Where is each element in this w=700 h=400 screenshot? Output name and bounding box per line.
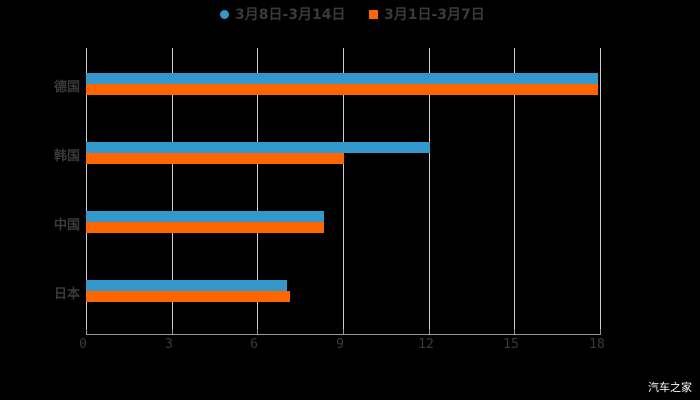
- legend-label: 3月8日-3月14日: [235, 7, 346, 23]
- circle-marker-icon: [220, 9, 229, 19]
- square-marker-icon: [369, 9, 378, 19]
- gridline: [600, 48, 601, 330]
- plot-area: [86, 48, 601, 330]
- watermark: 汽车之家: [648, 381, 692, 394]
- legend-item-series1[interactable]: 3月8日-3月14日: [220, 4, 346, 24]
- bar[interactable]: [86, 73, 598, 84]
- bar[interactable]: [86, 153, 344, 164]
- x-tick: [172, 329, 173, 335]
- x-tick: [343, 329, 344, 335]
- gridline: [86, 48, 87, 330]
- bar[interactable]: [86, 280, 287, 291]
- x-tick: [86, 329, 87, 335]
- legend-label: 3月1日-3月7日: [384, 7, 485, 23]
- y-category-label: 德国: [53, 80, 80, 95]
- x-tick-label: 18: [589, 337, 605, 352]
- legend-item-series2[interactable]: 3月1日-3月7日: [369, 4, 485, 24]
- x-tick: [514, 329, 515, 335]
- x-tick: [257, 329, 258, 335]
- x-tick-label: 9: [336, 337, 344, 352]
- x-tick: [429, 329, 430, 335]
- gridline: [257, 48, 258, 330]
- x-tick-label: 6: [250, 337, 258, 352]
- gridline: [429, 48, 430, 330]
- x-tick-label: 15: [503, 337, 519, 352]
- bar[interactable]: [86, 222, 324, 233]
- gridline: [172, 48, 173, 330]
- gridline: [514, 48, 515, 330]
- y-category-label: 中国: [53, 218, 80, 233]
- bar[interactable]: [86, 84, 598, 95]
- y-category-label: 日本: [53, 287, 80, 302]
- x-tick-label: 12: [418, 337, 434, 352]
- bar[interactable]: [86, 142, 430, 153]
- gridline: [343, 48, 344, 330]
- x-tick-label: 3: [165, 337, 173, 352]
- x-tick: [600, 329, 601, 335]
- bar[interactable]: [86, 211, 324, 222]
- chart-legend: 3月8日-3月14日 3月1日-3月7日: [0, 4, 700, 24]
- x-tick-label: 0: [79, 337, 87, 352]
- bar[interactable]: [86, 291, 290, 302]
- y-category-label: 韩国: [53, 149, 80, 164]
